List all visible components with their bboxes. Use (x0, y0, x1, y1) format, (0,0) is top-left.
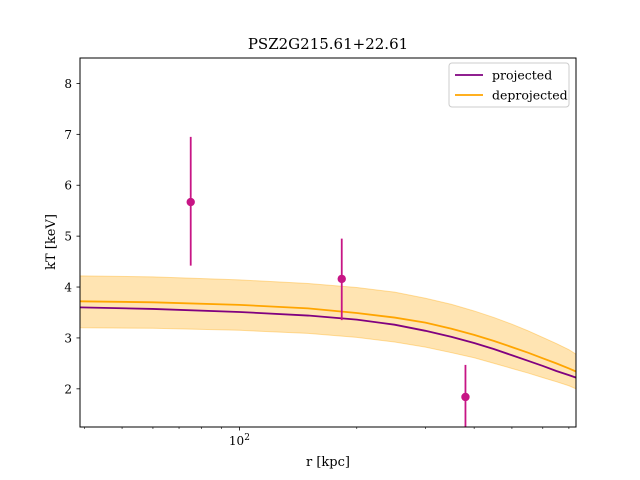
data-point-marker (461, 392, 470, 402)
deprojected-uncertainty-band (80, 275, 576, 390)
y-tick-label: 5 (64, 230, 72, 244)
y-tick-label: 7 (64, 128, 72, 142)
legend-label-projected: projected (492, 68, 552, 83)
chart-title: PSZ2G215.61+22.61 (248, 35, 408, 53)
y-tick-label: 6 (64, 179, 72, 193)
plot-frame (79, 57, 577, 428)
y-axis-label: kT [keV] (44, 214, 59, 270)
series-line-projected (80, 306, 576, 379)
y-tick-label: 2 (64, 382, 72, 396)
axes: 2 3 4 5 6 7 8 102 (64, 77, 570, 448)
data-point-2 (337, 238, 346, 321)
data-point-1 (186, 136, 195, 266)
data-point-marker (337, 274, 346, 284)
plot-area (80, 136, 576, 427)
legend: projected deprojected (448, 62, 570, 108)
series-line-deprojected (80, 300, 576, 373)
legend-label-deprojected: deprojected (492, 88, 568, 103)
data-point-marker (186, 197, 195, 207)
y-tick-label: 8 (64, 77, 72, 91)
legend-box (448, 62, 570, 108)
y-tick-label: 3 (64, 331, 72, 345)
data-point-3 (461, 364, 470, 427)
y-tick-label: 4 (64, 281, 72, 295)
x-axis-label: r [kpc] (306, 455, 350, 470)
x-tick-label: 102 (229, 433, 250, 448)
